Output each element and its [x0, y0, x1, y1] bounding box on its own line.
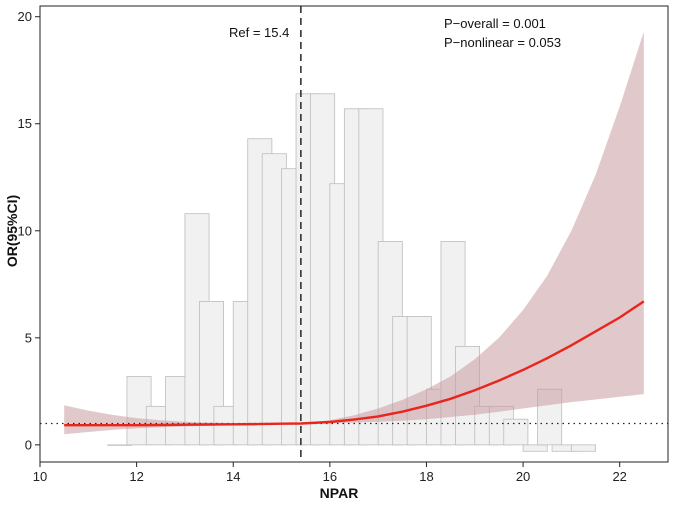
y-tick-label: 5 — [25, 330, 32, 345]
y-axis-title: OR(95%CI) — [4, 195, 20, 267]
histogram-bars — [107, 93, 596, 452]
confidence-band — [64, 31, 644, 435]
y-tick-label: 15 — [18, 116, 32, 131]
x-tick-label: 22 — [612, 469, 626, 484]
p-overall-annotation: P−overall = 0.001 — [444, 16, 546, 31]
plot-border — [39, 5, 669, 463]
y-tick-label: 20 — [18, 9, 32, 24]
p-nonlinear-annotation: P−nonlinear = 0.053 — [444, 35, 561, 50]
or-spline-line — [64, 300, 645, 427]
x-tick-label: 14 — [226, 469, 240, 484]
x-axis-title: NPAR — [320, 485, 359, 501]
x-tick-label: 12 — [129, 469, 143, 484]
histogram-bar — [522, 444, 548, 452]
ref-label: Ref = 15.4 — [229, 25, 289, 40]
y-axis-ticks: 0 5 10 15 20 — [18, 9, 40, 452]
histogram-bar — [570, 444, 596, 452]
x-tick-label: 16 — [323, 469, 337, 484]
y-tick-label: 10 — [18, 223, 32, 238]
plot-frame — [39, 5, 669, 463]
x-tick-label: 20 — [516, 469, 530, 484]
y-tick-label: 0 — [25, 437, 32, 452]
x-tick-label: 18 — [419, 469, 433, 484]
x-tick-label: 10 — [33, 469, 47, 484]
x-axis-ticks: 10 12 14 16 18 20 22 — [33, 462, 627, 484]
